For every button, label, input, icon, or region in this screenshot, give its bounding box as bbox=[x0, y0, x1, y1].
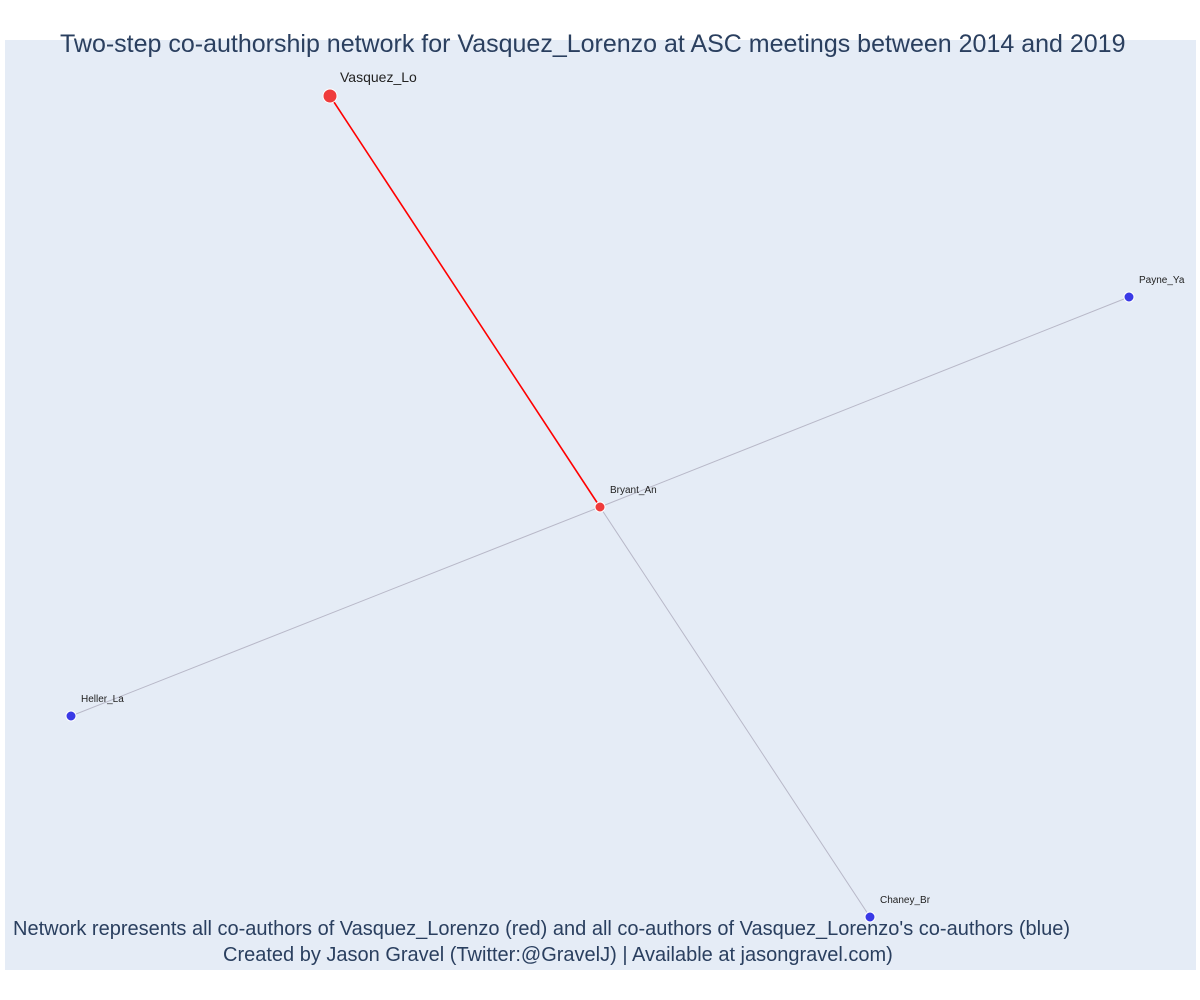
node-label-payne-ya: Payne_Ya bbox=[1139, 275, 1185, 286]
node-chaney-br[interactable] bbox=[864, 911, 876, 923]
node-label-bryant-an: Bryant_An bbox=[610, 485, 657, 496]
edge-vasquez-lo-bryant-an bbox=[329, 95, 601, 508]
node-payne-ya[interactable] bbox=[1123, 291, 1135, 303]
node-vasquez-lo[interactable] bbox=[322, 88, 338, 104]
node-bryant-an[interactable] bbox=[594, 501, 606, 513]
node-heller-la[interactable] bbox=[65, 710, 77, 722]
chart-title: Two-step co-authorship network for Vasqu… bbox=[60, 30, 1126, 58]
caption-text: Network represents all co-authors of Vas… bbox=[13, 918, 1070, 940]
node-label-vasquez-lo: Vasquez_Lo bbox=[340, 69, 417, 85]
edge-bryant-an-payne-ya bbox=[599, 296, 1130, 508]
credit-text: Created by Jason Gravel (Twitter:@Gravel… bbox=[223, 944, 893, 966]
edges-layer bbox=[70, 95, 1130, 918]
node-label-chaney-br: Chaney_Br bbox=[880, 895, 931, 906]
nodes-layer: Vasquez_Lo Bryant_An Payne_Ya Heller_La Chan… bbox=[65, 69, 1185, 923]
node-label-heller-la: Heller_La bbox=[81, 694, 124, 705]
edge-bryant-an-heller-la bbox=[70, 506, 601, 717]
edge-bryant-an-chaney-br bbox=[599, 506, 871, 918]
